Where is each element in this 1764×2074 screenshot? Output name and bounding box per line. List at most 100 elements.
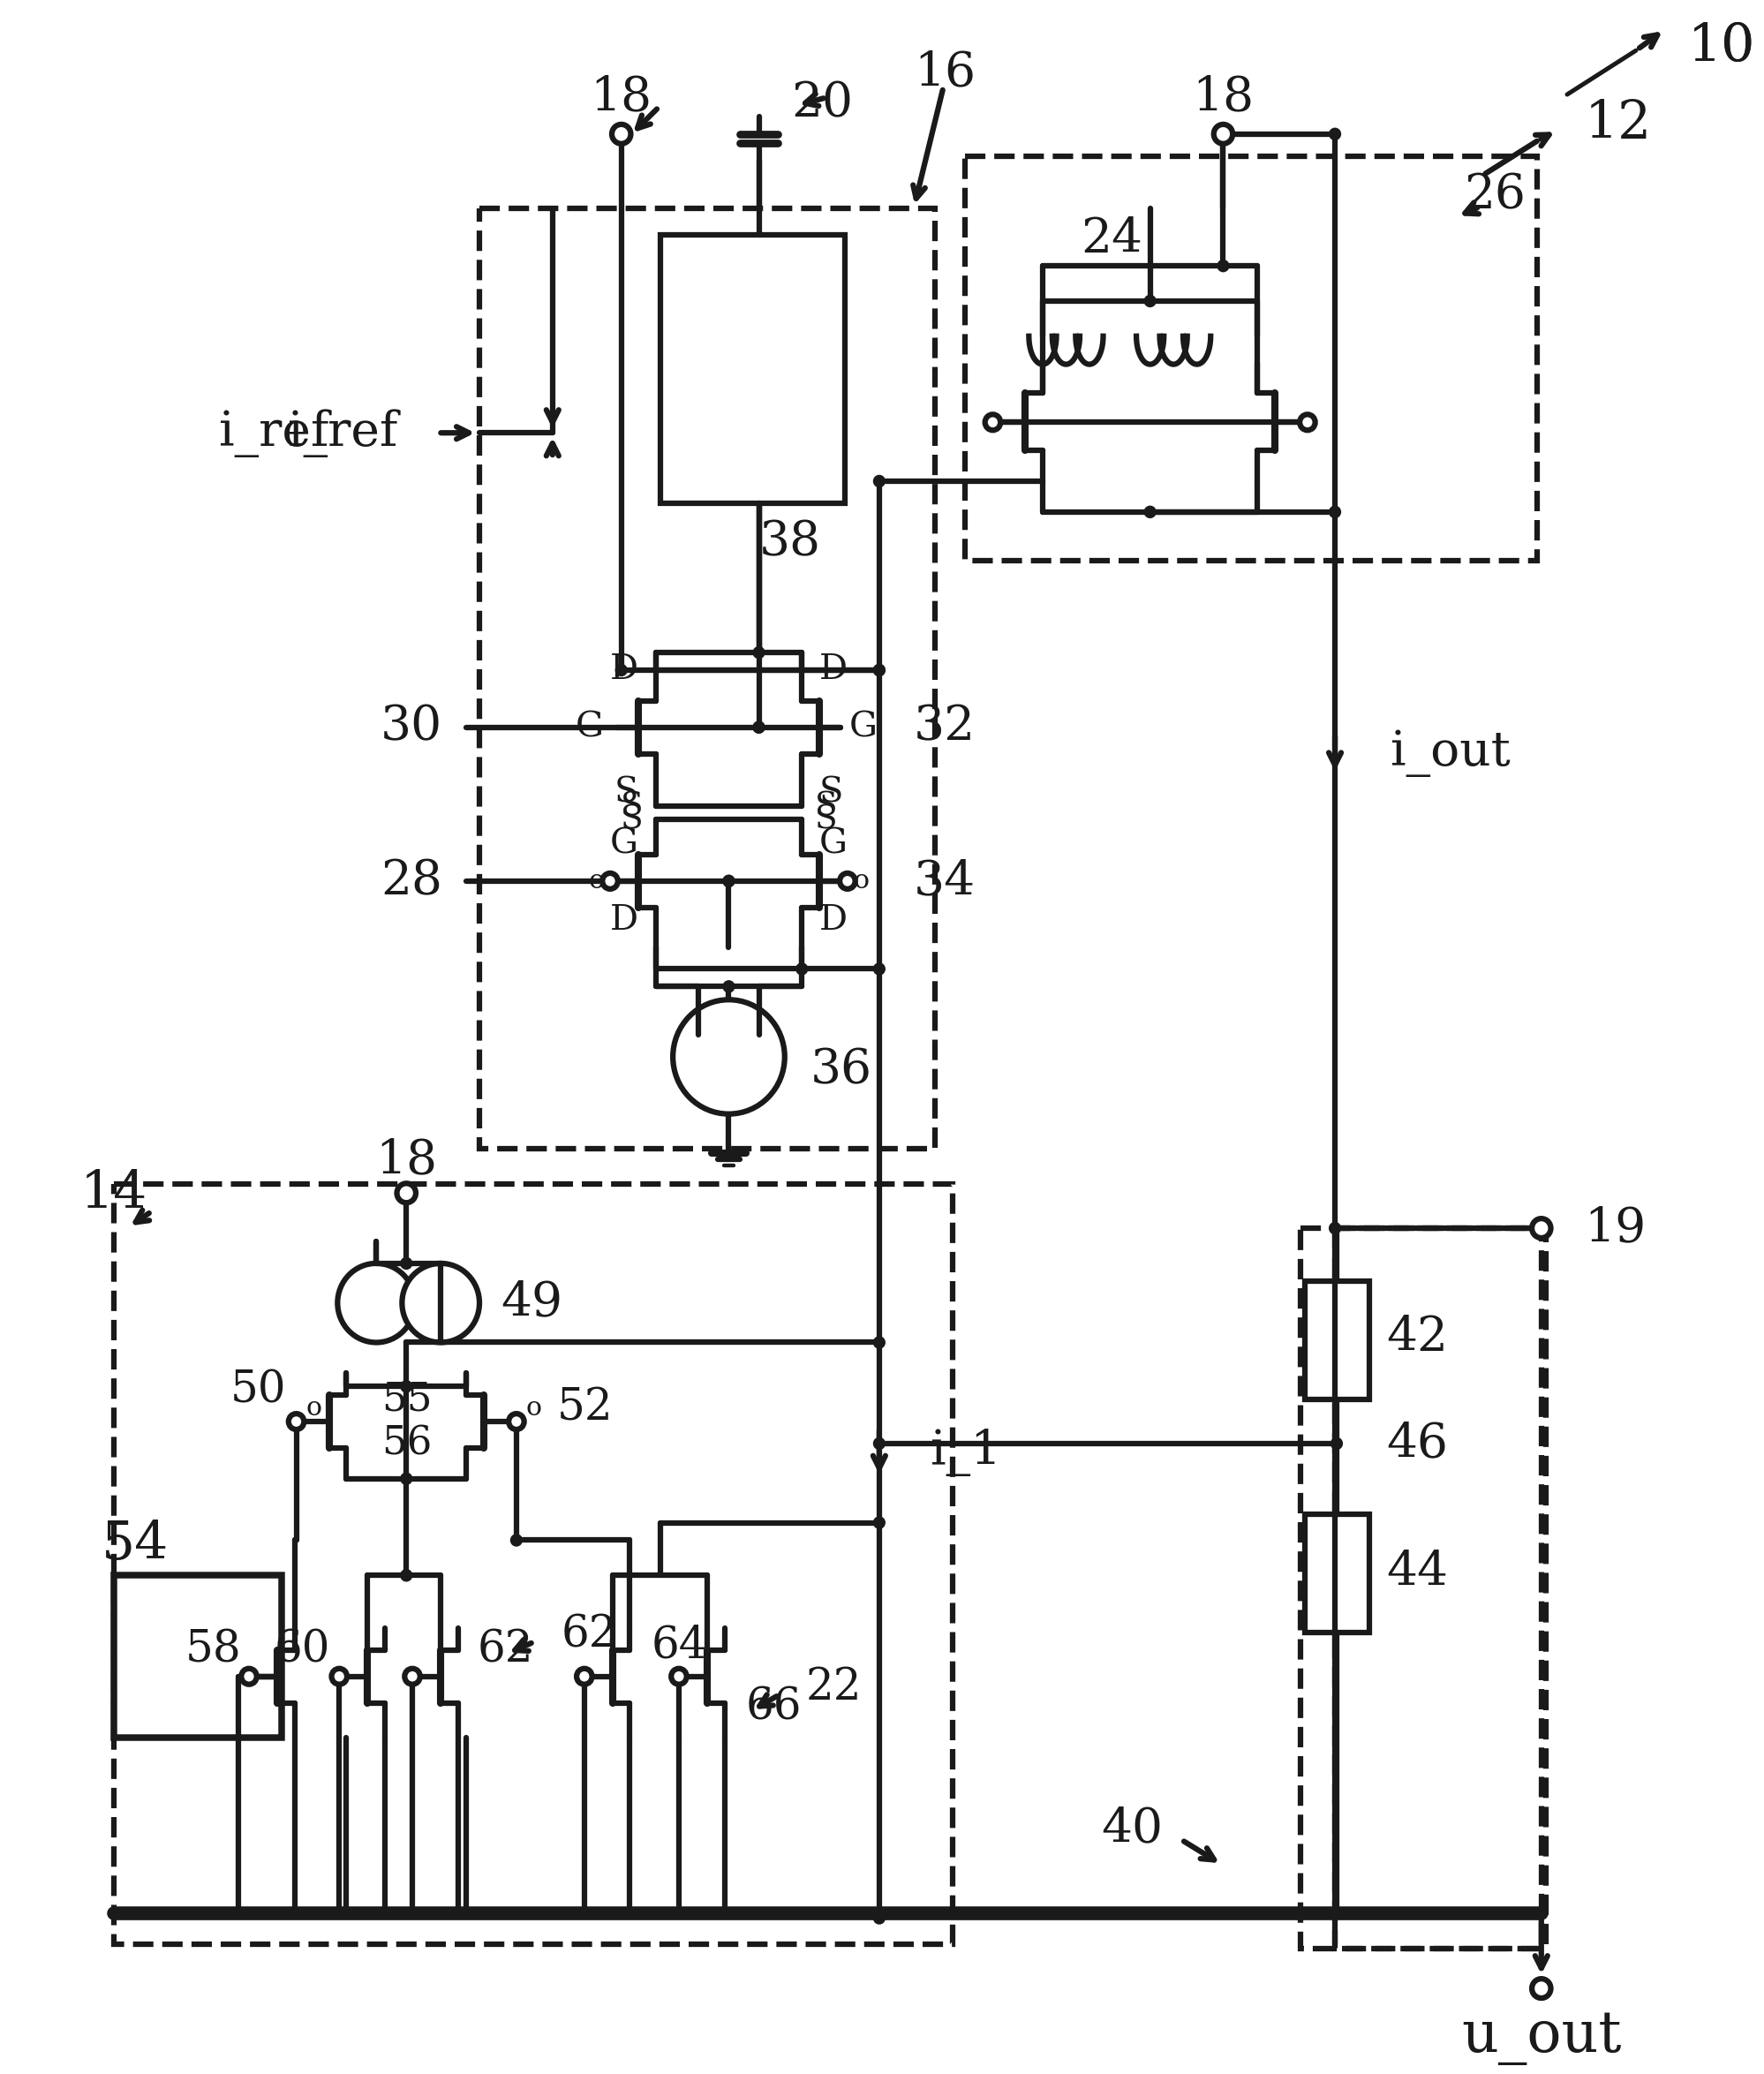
Text: S: S — [815, 790, 838, 821]
Text: 60: 60 — [275, 1628, 330, 1672]
Circle shape — [1217, 261, 1228, 272]
Circle shape — [1330, 129, 1341, 139]
Circle shape — [840, 873, 856, 890]
Text: 20: 20 — [792, 81, 854, 127]
Text: S: S — [614, 778, 639, 809]
Text: 10: 10 — [1688, 21, 1755, 73]
Text: S: S — [621, 790, 642, 821]
Circle shape — [723, 981, 734, 991]
Text: G: G — [818, 828, 847, 861]
Text: 10: 10 — [1688, 21, 1755, 73]
Text: i_ref: i_ref — [219, 409, 328, 456]
Circle shape — [1300, 415, 1316, 429]
Text: 19: 19 — [1584, 1205, 1646, 1251]
Circle shape — [397, 1184, 416, 1203]
Text: 62: 62 — [561, 1614, 617, 1657]
Circle shape — [984, 415, 1000, 429]
Text: D: D — [610, 904, 639, 937]
Circle shape — [1531, 1220, 1551, 1238]
Circle shape — [753, 722, 764, 732]
Text: 18: 18 — [376, 1139, 437, 1184]
Circle shape — [404, 1667, 420, 1684]
Circle shape — [875, 666, 884, 676]
Text: i_ref: i_ref — [288, 409, 397, 456]
Text: D: D — [610, 653, 639, 686]
Circle shape — [723, 875, 734, 886]
Circle shape — [875, 475, 884, 487]
Circle shape — [1330, 1224, 1341, 1234]
Circle shape — [400, 1473, 411, 1485]
Text: 54: 54 — [101, 1518, 168, 1570]
Bar — [1305, 1282, 1369, 1400]
Text: D: D — [818, 653, 847, 686]
Text: 16: 16 — [914, 50, 975, 95]
Circle shape — [723, 875, 734, 886]
Circle shape — [875, 964, 884, 975]
Text: o: o — [305, 1396, 321, 1421]
Text: S: S — [621, 803, 642, 836]
Text: 28: 28 — [381, 859, 443, 904]
Text: 44: 44 — [1387, 1549, 1448, 1595]
Text: 58: 58 — [185, 1628, 242, 1672]
Text: 56: 56 — [381, 1425, 432, 1462]
Circle shape — [1531, 1979, 1551, 1997]
Text: 66: 66 — [746, 1686, 803, 1730]
Text: 46: 46 — [1387, 1421, 1448, 1466]
Circle shape — [512, 1535, 522, 1545]
Text: 52: 52 — [557, 1388, 612, 1431]
Bar — [1300, 1228, 1542, 1950]
Text: 55: 55 — [381, 1381, 432, 1419]
Text: 62: 62 — [478, 1628, 534, 1672]
Text: S: S — [815, 803, 838, 836]
Text: 40: 40 — [1101, 1806, 1162, 1852]
Text: o: o — [526, 1396, 542, 1421]
Circle shape — [337, 1263, 415, 1342]
Circle shape — [753, 647, 764, 657]
Bar — [115, 1184, 953, 1945]
Text: 38: 38 — [759, 521, 820, 566]
Circle shape — [402, 1263, 480, 1342]
Circle shape — [670, 1667, 686, 1684]
Bar — [965, 156, 1536, 560]
Circle shape — [508, 1414, 524, 1429]
Circle shape — [875, 1912, 884, 1923]
Text: 64: 64 — [651, 1624, 707, 1667]
Circle shape — [400, 1570, 411, 1580]
Circle shape — [1214, 124, 1233, 143]
Circle shape — [602, 873, 617, 890]
Bar — [115, 1576, 282, 1738]
Text: 14: 14 — [81, 1168, 148, 1220]
Text: 24: 24 — [1081, 216, 1143, 263]
Circle shape — [612, 124, 632, 143]
Text: 49: 49 — [501, 1280, 563, 1325]
Text: S: S — [818, 778, 843, 809]
Text: G: G — [610, 828, 639, 861]
Circle shape — [1330, 506, 1341, 516]
Circle shape — [616, 666, 626, 676]
Circle shape — [875, 1518, 884, 1529]
Text: 32: 32 — [914, 705, 975, 751]
Text: o: o — [854, 869, 870, 894]
Text: 42: 42 — [1387, 1315, 1448, 1361]
Circle shape — [400, 1259, 411, 1269]
Text: 36: 36 — [810, 1047, 873, 1093]
Text: 18: 18 — [591, 75, 653, 120]
Bar — [480, 209, 935, 1149]
Text: i_1: i_1 — [931, 1429, 1002, 1477]
Text: u_out: u_out — [1461, 2008, 1621, 2066]
Text: 34: 34 — [914, 859, 975, 904]
Circle shape — [875, 1338, 884, 1348]
Text: 50: 50 — [229, 1369, 286, 1412]
Text: G: G — [848, 711, 877, 745]
Circle shape — [289, 1414, 303, 1429]
Text: G: G — [575, 711, 603, 745]
Circle shape — [577, 1667, 593, 1684]
Text: D: D — [818, 904, 847, 937]
Circle shape — [242, 1667, 258, 1684]
Circle shape — [875, 666, 884, 676]
Circle shape — [400, 1381, 411, 1392]
Text: 12: 12 — [1584, 97, 1651, 149]
Text: 22: 22 — [806, 1665, 863, 1709]
Text: 26: 26 — [1464, 172, 1526, 218]
Circle shape — [753, 722, 764, 732]
